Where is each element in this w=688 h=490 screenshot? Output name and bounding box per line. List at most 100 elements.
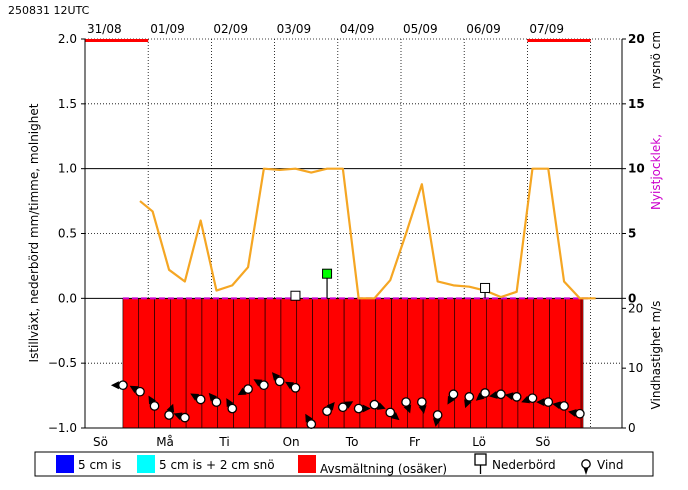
date-label: 07/09 xyxy=(529,22,564,36)
melt-bar xyxy=(581,298,583,428)
wind-marker xyxy=(528,394,536,402)
legend-label: 5 cm is xyxy=(78,458,121,472)
date-label: 05/09 xyxy=(403,22,438,36)
wind-marker xyxy=(481,389,489,397)
melt-bar xyxy=(265,298,281,428)
wind-marker xyxy=(181,413,189,421)
wind-marker xyxy=(512,393,520,401)
wind-marker xyxy=(244,385,252,393)
melt-bar xyxy=(186,298,202,428)
legend-label: Vind xyxy=(597,458,624,472)
left-tick-label: 1.5 xyxy=(58,97,77,111)
day-label: Må xyxy=(156,435,174,449)
left-axis-label: Istillväxt, nederbörd mm/timme, molnighe… xyxy=(27,103,41,362)
run-label: 250831 12UTC xyxy=(8,4,90,17)
legend-swatch xyxy=(56,455,74,473)
legend-wind-icon xyxy=(582,460,590,468)
left-tick-label: 0.0 xyxy=(58,291,77,305)
day-label: To xyxy=(345,435,359,449)
melt-bar xyxy=(486,298,502,428)
wind-marker xyxy=(354,404,362,412)
wind-marker xyxy=(497,390,505,398)
date-label: 06/09 xyxy=(466,22,501,36)
legend-label: 5 cm is + 2 cm snö xyxy=(159,458,275,472)
legend-swatch xyxy=(137,455,155,473)
date-label: 04/09 xyxy=(340,22,375,36)
wind-marker xyxy=(576,410,584,418)
wind-marker xyxy=(323,407,331,415)
right-wind-tick-label: 0 xyxy=(628,421,636,435)
wind-marker xyxy=(339,403,347,411)
melt-bar xyxy=(455,298,471,428)
day-label: Sö xyxy=(535,435,550,449)
melt-bar xyxy=(123,298,139,428)
wind-marker xyxy=(136,387,144,395)
wind-marker xyxy=(433,411,441,419)
left-tick-label: 2.0 xyxy=(58,32,77,46)
wind-marker xyxy=(212,398,220,406)
precip-marker xyxy=(291,291,300,300)
melt-bar xyxy=(202,298,218,428)
right-snow-tick-label: 10 xyxy=(628,162,645,176)
melt-bars xyxy=(123,298,583,428)
day-label: Fr xyxy=(409,435,420,449)
wind-marker xyxy=(402,398,410,406)
day-label: Ti xyxy=(218,435,229,449)
date-label: 01/09 xyxy=(150,22,185,36)
left-tick-label: 1.0 xyxy=(58,162,77,176)
wind-marker xyxy=(560,402,568,410)
legend-label: Nederbörd xyxy=(492,458,556,472)
wind-marker xyxy=(275,377,283,385)
melt-bar xyxy=(534,298,550,428)
wind-marker xyxy=(418,398,426,406)
melt-bar xyxy=(471,298,487,428)
melt-bar xyxy=(439,298,455,428)
day-label: Sö xyxy=(93,435,108,449)
wind-marker xyxy=(544,398,552,406)
right-snow-tick-label: 15 xyxy=(628,97,645,111)
wind-marker xyxy=(449,390,457,398)
precip-marker xyxy=(481,283,490,292)
wind-marker xyxy=(370,400,378,408)
left-tick-label: 0.5 xyxy=(58,227,77,241)
right-snow-tick-label: 20 xyxy=(628,32,645,46)
right-axis-wind-label: Vindhastighet m/s xyxy=(649,301,663,410)
date-label: 31/08 xyxy=(87,22,122,36)
melt-bar xyxy=(392,298,408,428)
wind-marker xyxy=(165,411,173,419)
left-tick-label: −1.0 xyxy=(48,421,77,435)
legend-label: Avsmältning (osäker) xyxy=(320,462,447,476)
right-snow-tick-label: 5 xyxy=(628,227,636,241)
melt-bar xyxy=(249,298,265,428)
melt-bar xyxy=(518,298,534,428)
wind-marker xyxy=(386,408,394,416)
right-wind-tick-label: 10 xyxy=(628,361,643,375)
wind-marker xyxy=(228,404,236,412)
right-axis-snow-label: nysnö cm xyxy=(649,31,663,89)
left-tick-label: −0.5 xyxy=(48,356,77,370)
wind-marker xyxy=(196,395,204,403)
wind-arrow xyxy=(111,381,119,389)
wind-marker xyxy=(291,384,299,392)
snow-marker xyxy=(323,269,332,278)
wind-marker xyxy=(465,393,473,401)
legend-precip-icon xyxy=(475,454,486,465)
wind-marker xyxy=(307,420,315,428)
wind-marker xyxy=(150,402,158,410)
day-label: Lö xyxy=(472,435,486,449)
wind-marker xyxy=(260,381,268,389)
legend: 5 cm is 5 cm is + 2 cm snö Avsmältning (os… xyxy=(35,452,653,476)
melt-bar xyxy=(502,298,518,428)
legend-swatch xyxy=(298,455,316,473)
melt-bar xyxy=(297,298,313,428)
precipitation-markers xyxy=(291,269,490,300)
day-label: On xyxy=(283,435,300,449)
melt-bar xyxy=(281,298,297,428)
date-label: 03/09 xyxy=(277,22,312,36)
date-label: 02/09 xyxy=(213,22,248,36)
right-axis-snow-label2: Nyistjocklek, xyxy=(649,134,663,210)
right-wind-tick-label: 20 xyxy=(628,301,643,315)
wind-marker xyxy=(119,381,127,389)
